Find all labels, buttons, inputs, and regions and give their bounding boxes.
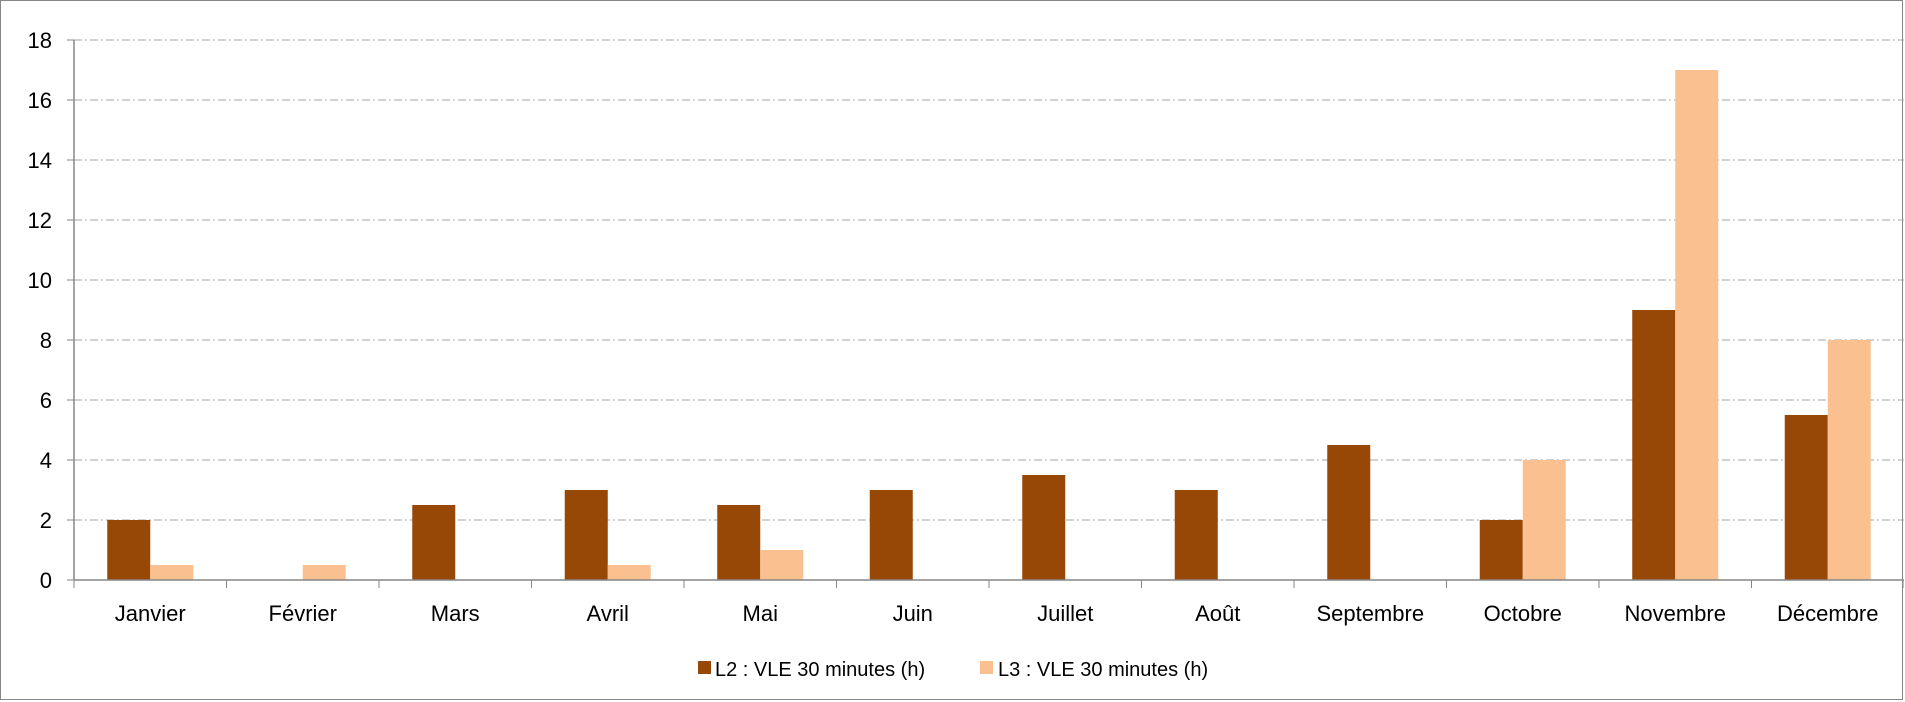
y-tick-label: 6	[40, 388, 52, 413]
bar-l3-décembre	[1827, 340, 1871, 580]
y-tick-label: 8	[40, 328, 52, 353]
legend-swatch	[980, 661, 993, 674]
bar-l2-novembre	[1632, 310, 1676, 580]
bar-l2-octobre	[1479, 520, 1523, 580]
bar-l2-juin	[869, 490, 913, 580]
x-tick-label: Janvier	[115, 601, 186, 626]
gridlines	[74, 39, 1904, 521]
bar-l2-avril	[564, 490, 608, 580]
x-tick-label: Juin	[893, 601, 933, 626]
bar-l2-juillet	[1022, 475, 1066, 580]
x-tick-label: Octobre	[1484, 601, 1562, 626]
bar-l2-décembre	[1784, 415, 1828, 580]
x-tick-label: Juillet	[1037, 601, 1093, 626]
x-tick-label: Septembre	[1316, 601, 1424, 626]
bar-l2-janvier	[107, 520, 151, 580]
bar-l2-mai	[717, 505, 761, 580]
y-tick-label: 4	[40, 448, 52, 473]
legend-label: L2 : VLE 30 minutes (h)	[715, 659, 925, 681]
axes: 0 2 4 6 8 10 12 14 16 18 Janvier Février Mars Avril Ma…	[28, 28, 1904, 626]
x-tick-label: Mars	[431, 601, 480, 626]
x-tick-label: Mai	[743, 601, 778, 626]
y-tick-label: 12	[28, 208, 52, 233]
y-tick-label: 16	[28, 88, 52, 113]
bar-l2-mars	[412, 505, 456, 580]
bar-l3-janvier	[150, 565, 194, 580]
bar-l3-mai	[760, 550, 804, 580]
y-tick-label: 14	[28, 148, 52, 173]
y-tick-label: 10	[28, 268, 52, 293]
bar-l3-février	[302, 565, 346, 580]
legend-swatch	[698, 661, 711, 674]
bar-l2-août	[1174, 490, 1218, 580]
x-tick-label: Novembre	[1625, 601, 1726, 626]
bar-l3-novembre	[1675, 70, 1719, 580]
y-tick-label: 2	[40, 508, 52, 533]
legend-label: L3 : VLE 30 minutes (h)	[998, 659, 1208, 681]
x-tick-label: Avril	[587, 601, 629, 626]
bar-l2-septembre	[1327, 445, 1371, 580]
bar-l3-avril	[607, 565, 651, 580]
bar-l3-octobre	[1522, 460, 1566, 580]
legend: L2 : VLE 30 minutes (h) L3 : VLE 30 minut…	[698, 659, 1208, 681]
x-tick-label: Août	[1195, 601, 1240, 626]
x-tick-label: Février	[269, 601, 337, 626]
y-tick-label: 18	[28, 28, 52, 53]
y-tick-label: 0	[40, 568, 52, 593]
bars	[107, 70, 1871, 580]
x-tick-label: Décembre	[1777, 601, 1878, 626]
